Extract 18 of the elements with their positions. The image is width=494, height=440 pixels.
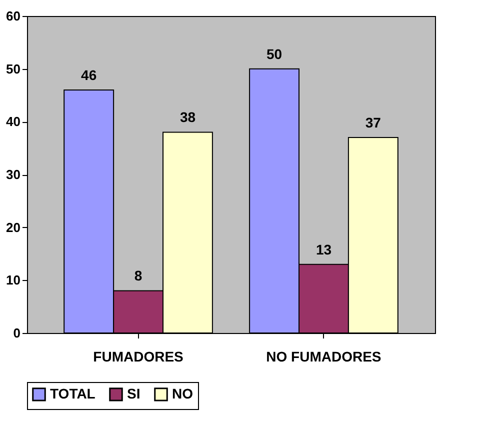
legend-label: TOTAL xyxy=(50,385,96,402)
y-tick-label: 50 xyxy=(6,61,20,76)
legend-label: SI xyxy=(127,385,140,402)
data-label: 46 xyxy=(81,66,97,83)
data-label: 38 xyxy=(180,109,196,126)
y-tick-label: 20 xyxy=(6,220,20,235)
y-tick-label: 0 xyxy=(13,326,20,340)
y-tick-label: 60 xyxy=(6,8,20,24)
legend-label: NO xyxy=(172,385,194,402)
data-label: 8 xyxy=(134,268,142,284)
y-tick-label: 30 xyxy=(6,167,20,182)
x-tick-label: FUMADORES xyxy=(93,348,184,364)
y-tick-label: 40 xyxy=(6,114,20,130)
x-tick-label: NO FUMADORES xyxy=(266,348,382,364)
y-tick-label: 10 xyxy=(6,272,20,288)
data-label: 50 xyxy=(266,46,282,62)
data-label: 13 xyxy=(316,241,332,258)
data-label: 37 xyxy=(365,114,382,131)
